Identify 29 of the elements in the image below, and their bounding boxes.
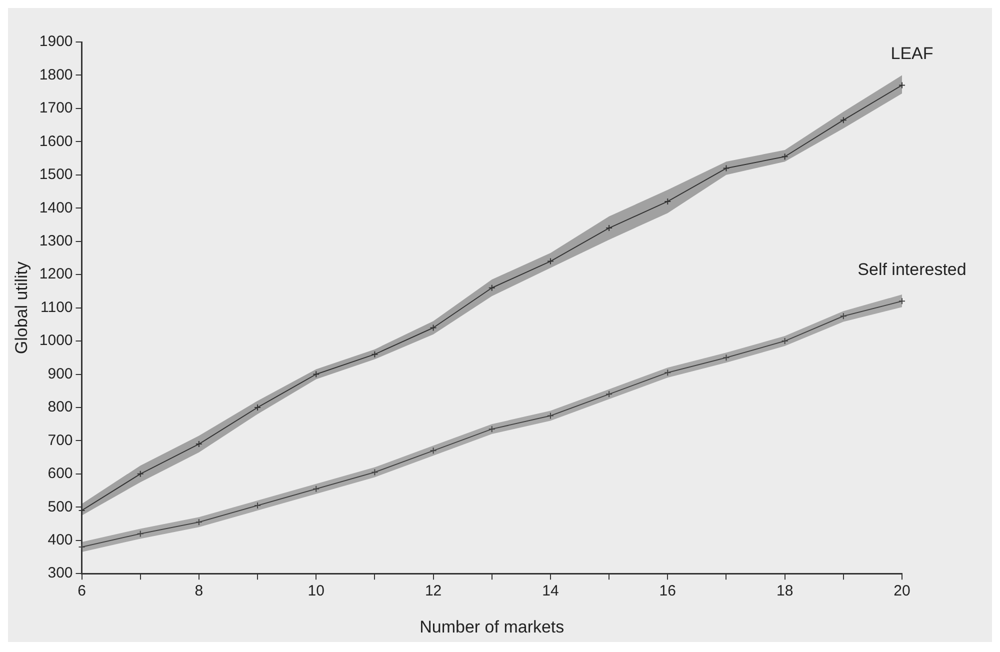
x-tick-label: 12 xyxy=(424,582,442,600)
y-tick-label: 1900 xyxy=(39,33,73,50)
y-tick-label: 1000 xyxy=(39,332,73,350)
y-tick-label: 1300 xyxy=(39,232,73,250)
y-tick-label: 900 xyxy=(48,365,73,382)
y-tick-label: 1100 xyxy=(40,298,73,316)
series-label: LEAF xyxy=(890,44,934,64)
y-tick-label: 1600 xyxy=(39,132,73,150)
y-tick-label: 700 xyxy=(48,432,73,449)
y-tick-label: 1400 xyxy=(39,199,73,216)
x-tick-label: 6 xyxy=(78,582,86,600)
y-tick-label: 600 xyxy=(48,465,73,482)
y-tick-label: 1800 xyxy=(39,66,73,84)
y-tick-label: 300 xyxy=(48,564,73,582)
y-tick-label: 500 xyxy=(48,498,73,516)
y-tick-label: 1200 xyxy=(39,266,73,283)
y-tick-label: 1500 xyxy=(39,166,73,184)
x-tick-label: 8 xyxy=(194,582,204,600)
y-tick-label: 1700 xyxy=(39,100,73,117)
y-tick-label: 400 xyxy=(48,532,73,549)
series-label: Self interested xyxy=(858,260,966,280)
x-tick-label: 20 xyxy=(894,582,910,600)
x-axis-title: Number of markets xyxy=(420,617,564,636)
x-tick-label: 14 xyxy=(542,582,559,600)
x-tick-label: 10 xyxy=(308,582,324,600)
x-tick-label: 18 xyxy=(776,582,794,600)
x-tick-label: 16 xyxy=(659,582,676,600)
y-axis-title: Global utility xyxy=(12,261,31,354)
y-tick-label: 800 xyxy=(48,398,73,416)
